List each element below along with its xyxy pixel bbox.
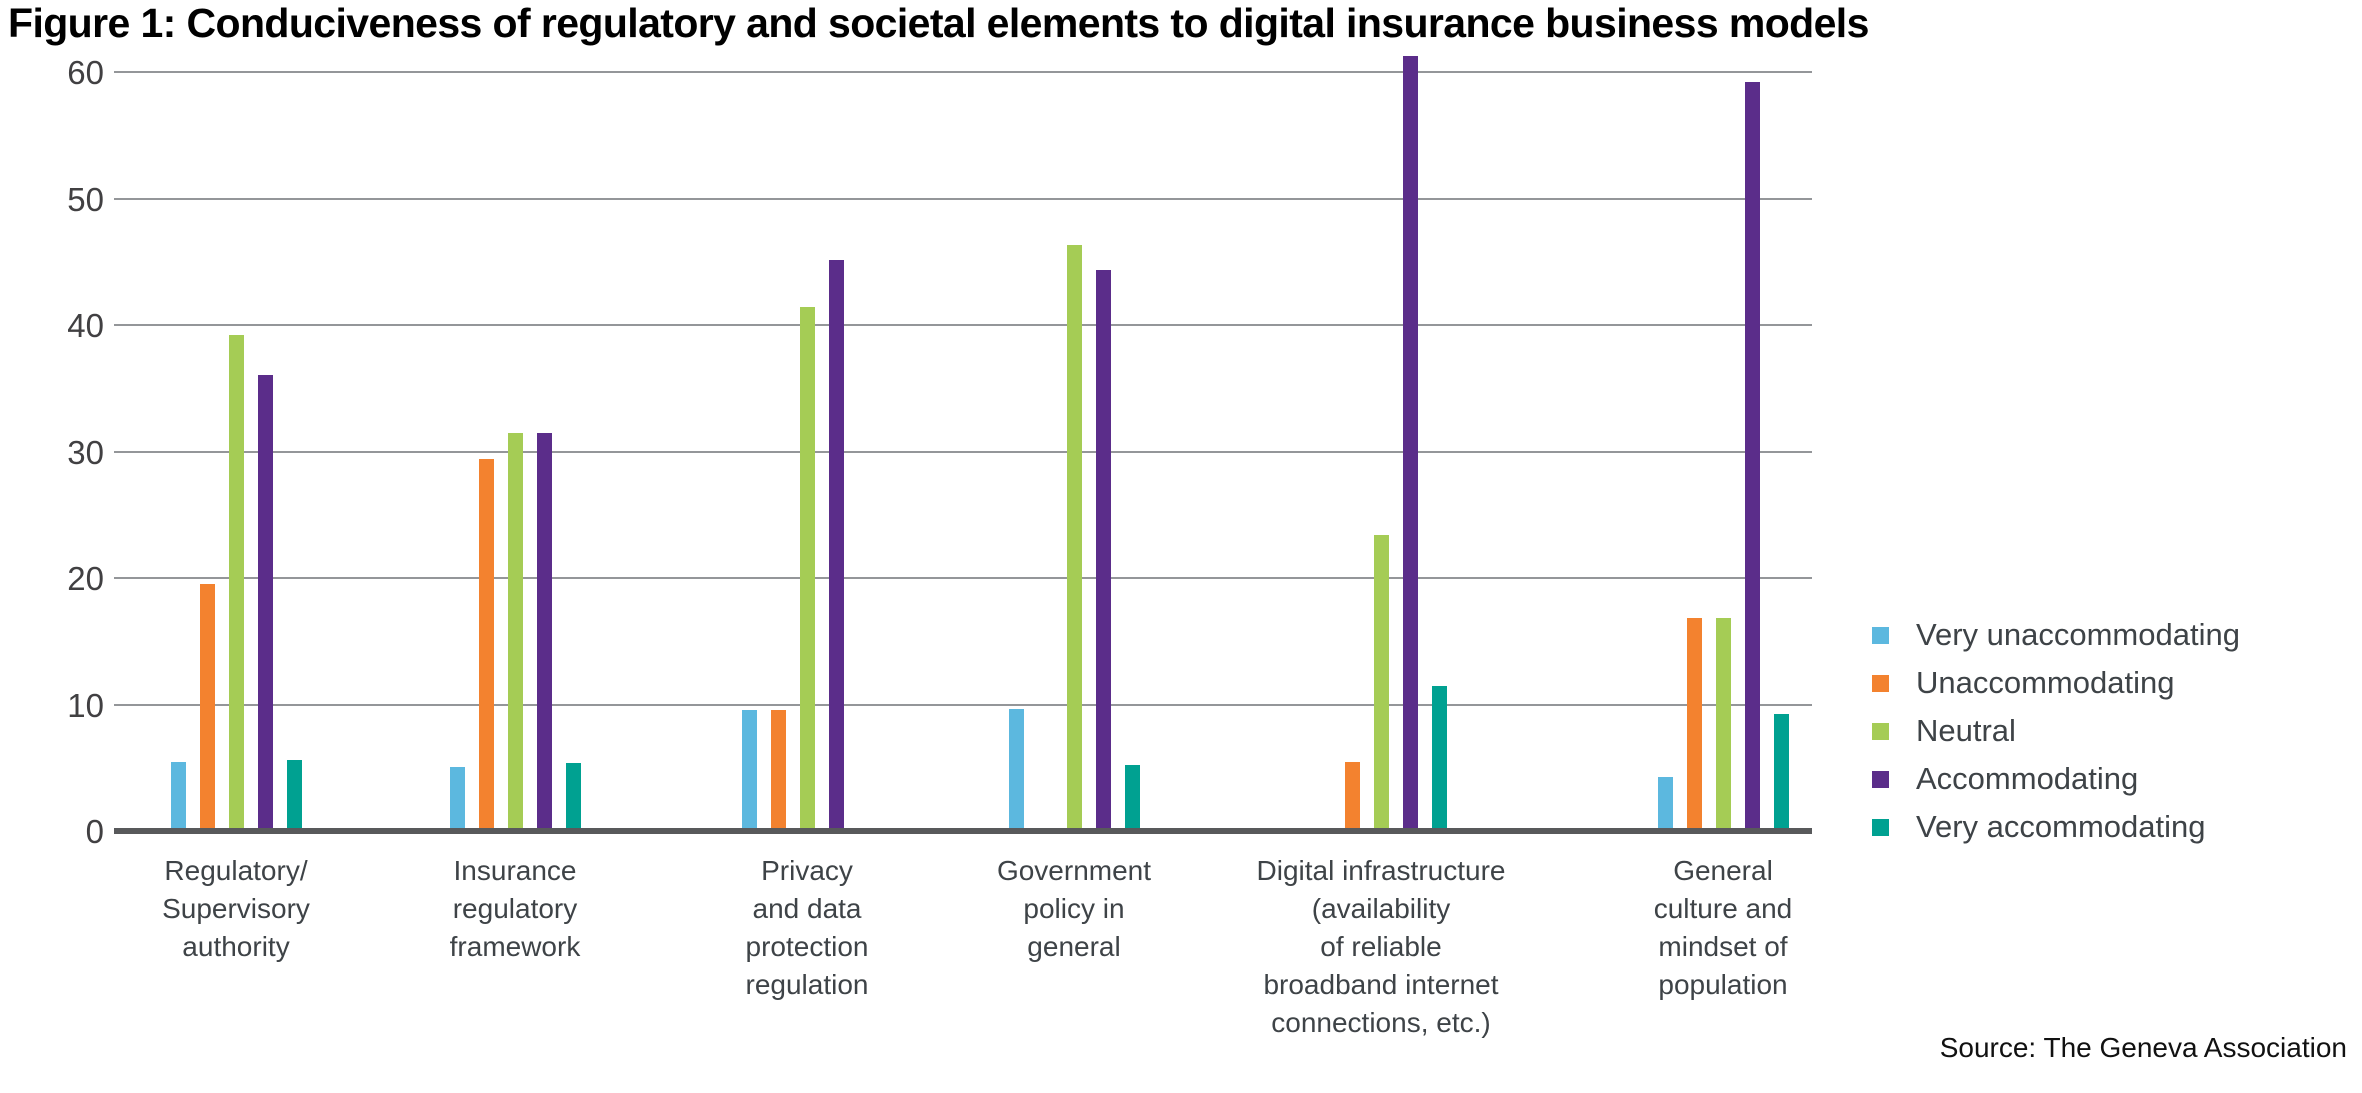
bar-accommodating-group-5 [1402,56,1418,828]
bar-neutral-group-4 [1066,244,1082,828]
bar-very-accommodating-group-4 [1124,764,1140,828]
y-tick-label-10: 10 [67,686,104,724]
legend-label: Very unaccommodating [1916,617,2240,652]
legend-row-very-unaccommodating: Very unaccommodating [1872,611,2240,659]
source-note: Source: The Geneva Association [1939,1032,2347,1063]
bar-unaccommodating-group-2 [478,458,494,828]
bar-very-unaccommodating-group-1 [170,762,186,828]
category-label-4: Government policy in general [996,855,1152,962]
bar-neutral-group-2 [507,433,523,828]
category-label-1: Regulatory/ Supervisory authority [162,855,310,962]
bar-unaccommodating-group-6 [1686,618,1702,828]
gridline-y-30 [114,450,1812,453]
legend-swatch-icon [1872,626,1889,644]
legend-swatch-icon [1872,674,1889,692]
y-tick-label-40: 40 [67,307,104,344]
bar-accommodating-group-4 [1095,270,1111,828]
y-tick-label-20: 20 [67,560,104,597]
y-tick-label-0: 0 [85,813,104,850]
category-label-3: Privacy and data protection regulation [745,855,869,1000]
bar-very-accommodating-group-1 [286,759,302,828]
legend-label: Neutral [1916,713,2016,748]
legend-swatch-icon [1872,770,1889,788]
gridline-y-20 [114,577,1812,579]
legend-label: Unaccommodating [1916,665,2175,700]
bar-neutral-group-1 [228,334,244,828]
bar-very-accommodating-group-6 [1773,714,1789,828]
legend-row-unaccommodating: Unaccommodating [1872,659,2240,707]
y-tick-label-30: 30 [67,433,104,471]
bar-very-accommodating-group-5 [1431,686,1447,828]
bar-unaccommodating-group-3 [770,710,786,828]
legend-row-neutral: Neutral [1872,707,2240,755]
legend-row-accommodating: Accommodating [1872,755,2240,803]
category-label-5: Digital infrastructure (availability of … [1256,855,1506,1038]
legend-label: Very accommodating [1916,809,2206,844]
bar-very-unaccommodating-group-2 [449,767,465,828]
legend-swatch-icon [1872,722,1889,740]
bar-unaccommodating-group-1 [199,583,215,828]
bar-accommodating-group-2 [536,433,552,828]
gridline-y-50 [114,197,1812,200]
gridline-y-10 [114,703,1812,706]
bar-neutral-group-6 [1715,618,1731,828]
bar-accommodating-group-6 [1744,81,1760,828]
legend-label: Accommodating [1916,761,2139,796]
legend-swatch-icon [1872,818,1889,836]
y-tick-label-50: 50 [67,180,104,218]
gridline-y-40 [114,324,1812,326]
bar-very-accommodating-group-2 [565,763,581,828]
bar-neutral-group-3 [799,306,815,828]
category-label-2: Insurance regulatory framework [449,855,581,962]
bar-neutral-group-5 [1373,534,1389,828]
x-axis-line [114,828,1812,834]
bar-unaccommodating-group-5 [1344,762,1360,828]
bar-very-unaccommodating-group-6 [1657,777,1673,828]
y-tick-label-60: 60 [67,54,104,91]
category-label-6: General culture and mindset of populatio… [1653,855,1793,1000]
bar-accommodating-group-1 [257,375,273,828]
chart-legend: Very unaccommodating Unaccommodating Neutr… [1872,611,2240,851]
bar-very-unaccommodating-group-3 [741,710,757,828]
gridline-y-60 [114,71,1812,73]
bar-very-unaccommodating-group-4 [1008,709,1024,828]
figure-title: Figure 1: Conduciveness of regulatory an… [8,0,1869,46]
bar-accommodating-group-3 [828,260,844,828]
legend-row-very-accommodating: Very accommodating [1872,803,2240,851]
